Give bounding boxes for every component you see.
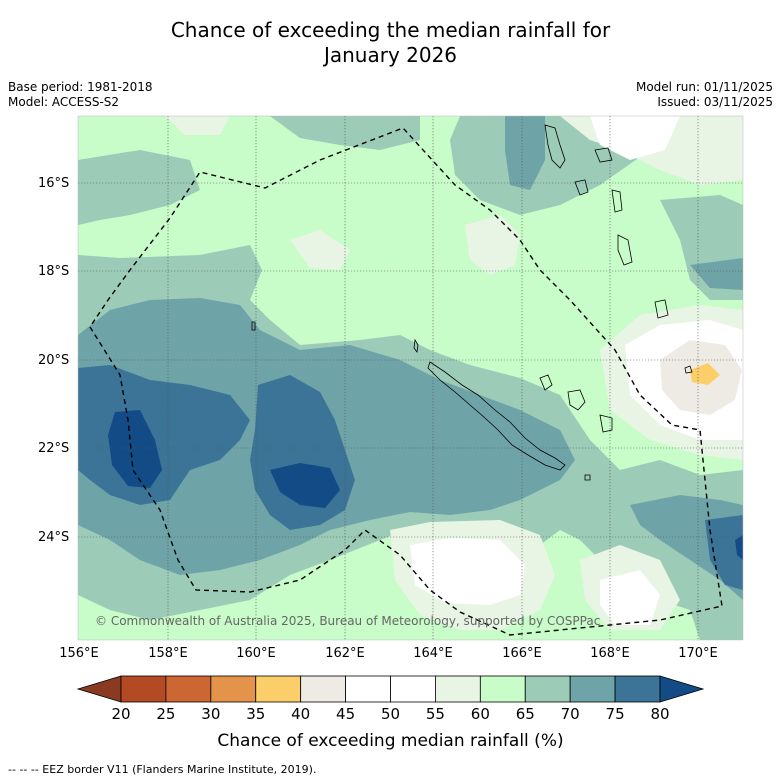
colorbar-swatch-35-40: [255, 675, 302, 703]
field-over-80-centre: [270, 463, 340, 508]
field-45-55-se: [600, 570, 660, 625]
field-35-40-east: [690, 363, 720, 385]
map-title: Chance of exceeding the median rainfall …: [0, 18, 781, 68]
field-65-70-north-top: [270, 116, 420, 150]
colorbar-tick-40: 40: [291, 705, 311, 723]
colorbar-swatch-25-30: [165, 675, 212, 703]
colorbar-tick-35: 35: [246, 705, 266, 723]
lon-label-158e: 158°E: [148, 646, 188, 661]
field-over-80-west: [108, 410, 162, 488]
graticule: [78, 116, 743, 640]
colorbar-tick-45: 45: [336, 705, 356, 723]
vanuatu-espiritu-santo: [544, 124, 566, 169]
lon-label-168e: 168°E: [590, 646, 630, 661]
field-45-55-ne: [590, 116, 680, 160]
colorbar-swatch-40-45: [300, 675, 346, 703]
colorbar-swatch-55-60: [435, 675, 481, 703]
lon-label-156e: 156°E: [59, 646, 99, 661]
colorbar-tick-80: 80: [650, 705, 670, 723]
lat-label-24s: 24°S: [38, 530, 70, 545]
small-islands-misc: [251, 321, 591, 481]
colorbar-tick-20: 20: [111, 705, 131, 723]
colorbar-under-arrow: [76, 675, 122, 703]
colorbar-tick-65: 65: [515, 705, 535, 723]
meta-right: Model run: 01/11/2025 Issued: 03/11/2025: [636, 80, 773, 110]
colorbar-tick-50: 50: [380, 705, 401, 723]
lon-label-160e: 160°E: [236, 646, 276, 661]
map-frame: [77, 115, 744, 641]
colorbar-swatch-20-25: [120, 675, 167, 703]
colorbar-title: Chance of exceeding median rainfall (%): [217, 731, 564, 751]
title-line-1: Chance of exceeding the median rainfall …: [170, 18, 611, 42]
colorbar-swatch-45-50: [345, 675, 391, 703]
colorbar-swatch-30-35: [210, 675, 257, 703]
colorbar-tick-75: 75: [605, 705, 625, 723]
new-caledonia-coast: [427, 361, 566, 471]
field-over-80-se: [735, 535, 743, 560]
lat-label-18s: 18°S: [38, 264, 70, 279]
colorbar-tick-55: 55: [425, 705, 445, 723]
rainfall-field: [78, 116, 743, 640]
colorbar-tick-25: 25: [156, 705, 176, 723]
issued-date: Issued: 03/11/2025: [657, 95, 773, 109]
field-55-60-mid: [465, 215, 520, 275]
field-45-55-south: [410, 538, 525, 605]
colorbar-swatch-60-65: [479, 675, 526, 703]
small-islands-east: [654, 299, 693, 374]
lon-label-170e: 170°E: [678, 646, 718, 661]
coastlines: [251, 124, 693, 481]
lon-label-162e: 162°E: [325, 646, 365, 661]
colorbar-tick-70: 70: [560, 705, 580, 723]
lon-label-166e: 166°E: [502, 646, 542, 661]
colorbar-tick-30: 30: [201, 705, 221, 723]
field-70-75-east: [690, 258, 743, 290]
model-run: Model run: 01/11/2025: [635, 80, 773, 94]
colorbar-swatch-75-80: [614, 675, 661, 703]
lat-label-20s: 20°S: [38, 353, 70, 368]
base-period: Base period: 1981-2018: [8, 80, 153, 94]
copyright-notice: © Commonwealth of Australia 2025, Bureau…: [95, 614, 601, 628]
colorbar-swatch-50-55: [390, 675, 436, 703]
colorbar-over-arrow: [659, 675, 705, 703]
lon-label-164e: 164°E: [413, 646, 453, 661]
meta-left: Base period: 1981-2018 Model: ACCESS-S2: [8, 80, 153, 110]
field-55-60-ne-top: [165, 116, 230, 135]
colorbar-tick-60: 60: [470, 705, 490, 723]
eez-legend-footer: -- -- -- EEZ border V11 (Flanders Marine…: [8, 763, 317, 776]
lat-label-16s: 16°S: [38, 176, 70, 191]
colorbar-swatch-65-70: [524, 675, 571, 703]
vanuatu-islands: [574, 147, 633, 266]
title-line-2: January 2026: [323, 43, 458, 67]
model-name: Model: ACCESS-S2: [8, 95, 120, 109]
eez-border: [89, 127, 723, 636]
field-55-60-north: [290, 230, 350, 270]
loyalty-islands: [539, 374, 613, 433]
field-70-75-ne-pocket: [505, 116, 545, 190]
lat-label-22s: 22°S: [38, 441, 70, 456]
field-75-80-se: [705, 515, 743, 590]
colorbar: [76, 675, 705, 703]
field-65-70-nw: [78, 150, 200, 225]
colorbar-swatch-70-75: [569, 675, 616, 703]
